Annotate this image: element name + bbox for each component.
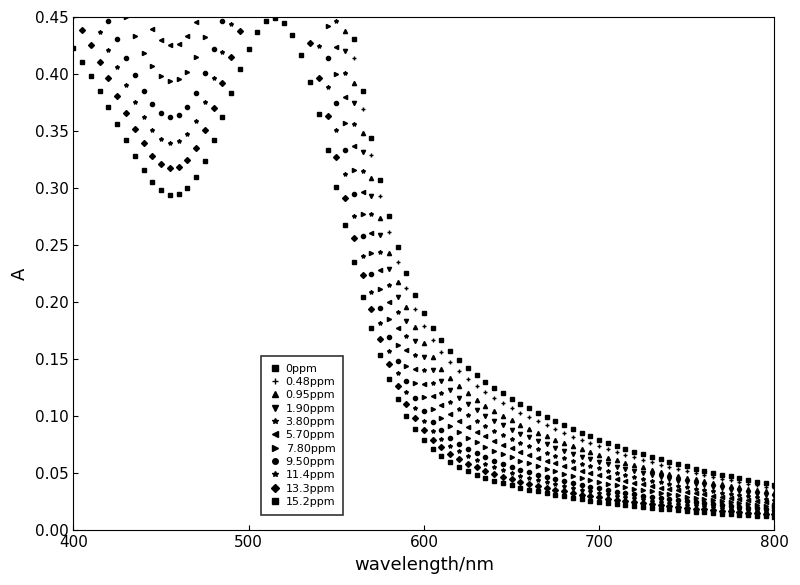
15.2ppm bbox=[515, 484, 525, 491]
Line: 13.3ppm: 13.3ppm bbox=[71, 0, 777, 517]
11.4ppm bbox=[594, 490, 604, 497]
11.4ppm bbox=[770, 508, 779, 515]
0.95ppm bbox=[586, 449, 595, 456]
5.70ppm bbox=[647, 483, 657, 490]
Line: 0ppm: 0ppm bbox=[71, 0, 777, 487]
1.90ppm bbox=[454, 394, 464, 401]
Line: 15.2ppm: 15.2ppm bbox=[71, 16, 777, 519]
3.80ppm bbox=[594, 465, 604, 472]
9.50ppm bbox=[594, 485, 604, 492]
7.80ppm bbox=[708, 497, 718, 504]
0ppm bbox=[506, 395, 516, 402]
X-axis label: wavelength/nm: wavelength/nm bbox=[354, 556, 494, 574]
0ppm bbox=[586, 433, 595, 440]
0.48ppm bbox=[674, 466, 683, 473]
9.50ppm bbox=[515, 466, 525, 473]
11.4ppm bbox=[515, 472, 525, 479]
7.80ppm bbox=[647, 488, 657, 495]
9.50ppm bbox=[682, 498, 692, 505]
1.90ppm bbox=[699, 482, 709, 489]
15.2ppm bbox=[647, 504, 657, 511]
Line: 5.70ppm: 5.70ppm bbox=[71, 0, 777, 505]
13.3ppm bbox=[463, 460, 473, 467]
0ppm bbox=[770, 481, 779, 488]
3.80ppm bbox=[682, 484, 692, 491]
Line: 1.90ppm: 1.90ppm bbox=[71, 0, 777, 498]
7.80ppm bbox=[463, 434, 473, 441]
0.95ppm bbox=[638, 464, 648, 471]
Line: 7.80ppm: 7.80ppm bbox=[71, 0, 777, 508]
9.50ppm bbox=[770, 507, 779, 514]
1.90ppm bbox=[506, 426, 516, 433]
Legend: 0ppm, 0.48ppm, 0.95ppm, 1.90ppm, 3.80ppm, 5.70ppm, 7.80ppm, 9.50ppm, 11.4ppm, 13: 0ppm, 0.48ppm, 0.95ppm, 1.90ppm, 3.80ppm… bbox=[262, 356, 343, 515]
0.48ppm bbox=[506, 404, 516, 411]
1.90ppm bbox=[674, 477, 683, 484]
1.90ppm bbox=[638, 470, 648, 477]
7.80ppm bbox=[515, 457, 525, 464]
13.3ppm bbox=[682, 504, 692, 511]
5.70ppm bbox=[515, 448, 525, 455]
11.4ppm bbox=[647, 497, 657, 504]
0ppm bbox=[454, 356, 464, 363]
Line: 9.50ppm: 9.50ppm bbox=[71, 0, 777, 512]
11.4ppm bbox=[682, 501, 692, 508]
0.48ppm bbox=[454, 367, 464, 374]
7.80ppm bbox=[594, 479, 604, 486]
13.3ppm bbox=[770, 511, 779, 518]
5.70ppm bbox=[708, 492, 718, 499]
15.2ppm bbox=[682, 507, 692, 514]
5.70ppm bbox=[770, 500, 779, 507]
0.48ppm bbox=[770, 485, 779, 492]
7.80ppm bbox=[682, 493, 692, 500]
9.50ppm bbox=[708, 501, 718, 508]
13.3ppm bbox=[708, 507, 718, 514]
0.95ppm bbox=[770, 489, 779, 496]
0.95ppm bbox=[699, 477, 709, 484]
5.70ppm bbox=[682, 488, 692, 495]
0.95ppm bbox=[454, 383, 464, 390]
Line: 11.4ppm: 11.4ppm bbox=[71, 0, 777, 514]
13.3ppm bbox=[515, 478, 525, 485]
1.90ppm bbox=[770, 493, 779, 500]
3.80ppm bbox=[708, 488, 718, 495]
1.90ppm bbox=[586, 456, 595, 463]
3.80ppm bbox=[463, 412, 473, 419]
0ppm bbox=[638, 451, 648, 458]
9.50ppm bbox=[647, 493, 657, 500]
15.2ppm bbox=[708, 510, 718, 517]
15.2ppm bbox=[270, 15, 280, 22]
0ppm bbox=[674, 460, 683, 467]
3.80ppm bbox=[515, 439, 525, 446]
0.95ppm bbox=[674, 472, 683, 479]
11.4ppm bbox=[463, 453, 473, 460]
Line: 0.95ppm: 0.95ppm bbox=[71, 0, 777, 495]
11.4ppm bbox=[708, 504, 718, 511]
3.80ppm bbox=[770, 496, 779, 503]
13.3ppm bbox=[594, 494, 604, 501]
15.2ppm bbox=[463, 467, 473, 474]
Line: 3.80ppm: 3.80ppm bbox=[71, 0, 777, 502]
15.2ppm bbox=[69, 44, 78, 51]
0.95ppm bbox=[506, 417, 516, 424]
0.48ppm bbox=[638, 456, 648, 463]
15.2ppm bbox=[594, 498, 604, 505]
13.3ppm bbox=[647, 501, 657, 508]
Y-axis label: A: A bbox=[11, 267, 29, 280]
0.48ppm bbox=[586, 439, 595, 446]
3.80ppm bbox=[647, 477, 657, 484]
15.2ppm bbox=[770, 513, 779, 520]
9.50ppm bbox=[463, 445, 473, 452]
5.70ppm bbox=[594, 472, 604, 479]
5.70ppm bbox=[463, 423, 473, 430]
0ppm bbox=[699, 467, 709, 474]
13.3ppm bbox=[69, 11, 78, 18]
Line: 0.48ppm: 0.48ppm bbox=[71, 0, 777, 490]
0.48ppm bbox=[699, 472, 709, 479]
7.80ppm bbox=[770, 503, 779, 510]
